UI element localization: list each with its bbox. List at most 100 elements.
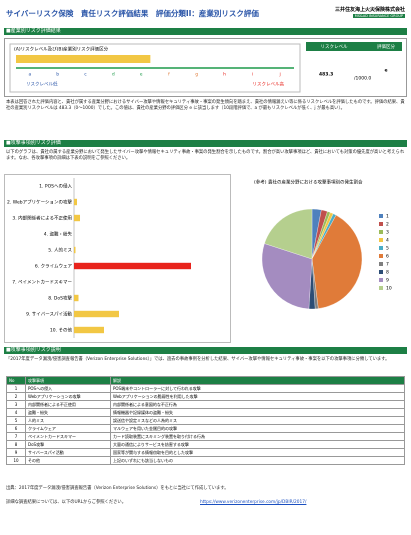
legend-swatch — [379, 286, 383, 290]
high-note: リスクレベル高 — [253, 81, 285, 88]
bar-label: 7. ペイメントカードスキマー — [12, 280, 72, 286]
table-row: 8 DoS攻撃 大量の通信によりサービスを妨害する攻撃 — [6, 440, 405, 449]
scale-letter: i — [252, 72, 253, 78]
table-cell: DoS攻撃 — [25, 440, 111, 449]
score-value: 483.3 — [319, 72, 333, 78]
table-row: 10 その他 上記のいずれにも該当しないもの — [6, 456, 405, 465]
legend-swatch — [379, 270, 383, 274]
bar-label: 8. DoS攻撃 — [48, 295, 72, 302]
table-cell: 情報機器や記録媒体の盗難・紛失 — [110, 408, 405, 417]
label-bg — [306, 42, 402, 51]
table-row: 5 人的ミス 誤送信や設定ミスなどの人為的ミス — [6, 416, 405, 425]
scale-letter: g — [195, 73, 198, 78]
table-cell: カード読取装置にスキミング装置を取り付ける行為 — [110, 432, 405, 441]
table-cell: 7 — [6, 432, 26, 441]
table-cell: 5 — [6, 416, 26, 425]
table-cell: 上記のいずれにも該当しないもの — [110, 456, 405, 465]
legend-label: 2 — [386, 222, 389, 228]
scale-letter: b — [56, 72, 59, 78]
table-cell: 3 — [6, 400, 26, 409]
low-note: リスクレベル低 — [26, 81, 58, 88]
bar-label: 4. 盗難・紛失 — [44, 231, 73, 238]
footer-link[interactable]: https://www.verizonenterprise.com/jp/DBI… — [200, 500, 307, 505]
footer-note: 詳細な調査結果については、以下のURLからご参照ください。 — [6, 500, 127, 505]
level-label: リスクレベル — [321, 44, 348, 50]
scale-letter: a — [29, 73, 32, 78]
table-row: 3 内部関係者による不正使用 内部関係者による意図的な不正行為 — [6, 400, 405, 409]
table-cell: マルウェアを用いた金銭目的の攻撃 — [110, 424, 405, 433]
legend-label: 4 — [386, 238, 389, 244]
charts: 1. POSへの侵入 2. Webアプリケーションの攻撃 3. 内部関係者による不正… — [4, 174, 392, 343]
bar — [74, 214, 80, 222]
table-cell: 6 — [6, 424, 26, 433]
table-header: No — [6, 376, 26, 385]
table: No 攻撃事項 解説 1 POSへの侵入 POS端末やコントローラーに対して行われる攻撃 2… — [6, 376, 405, 465]
bar — [74, 310, 119, 318]
grade: e — [384, 69, 387, 74]
bar — [74, 198, 77, 206]
pie-title: (参考) 貴社の産業分野における攻撃事項別の発生割合 — [254, 179, 363, 186]
explain-text: 「2017年度データ漏洩/侵害調査報告書（Verizon Enterprise … — [6, 357, 390, 362]
legend-swatch — [379, 238, 383, 242]
scale-letter: e — [140, 73, 143, 78]
bar-label: 1. POSへの侵入 — [39, 183, 72, 190]
bar-label: 10. その他 — [50, 327, 73, 334]
table-cell: 誤送信や設定ミスなどの人為的ミス — [110, 416, 405, 425]
legend-swatch — [379, 262, 383, 266]
table-row: 1 POSへの侵入 POS端末やコントローラーに対して行われる攻撃 — [6, 384, 405, 393]
table-cell: 2 — [6, 392, 26, 401]
table-row: 4 盗難・紛失 情報機器や記録媒体の盗難・紛失 — [6, 408, 405, 417]
bar-label: 6. クライムウェア — [35, 263, 73, 270]
table-row: 9 サイバースパイ活動 国家等が関与する情報窃取を目的とした攻撃 — [6, 448, 405, 457]
table-cell: 人的ミス — [25, 416, 111, 425]
scale-title: (A)リスクレベル及び(B)産業別リスク評価区分 — [14, 46, 109, 53]
pie-slice — [311, 214, 363, 309]
table-cell: 国家等が関与する情報窃取を目的とした攻撃 — [110, 448, 405, 457]
table-cell: クライムウェア — [25, 424, 111, 433]
section-header: ■産業別リスク評価結果 — [4, 28, 407, 35]
legend-swatch — [379, 254, 383, 258]
class-label: 評価区分 — [377, 43, 395, 50]
table-cell: POS端末やコントローラーに対して行われる攻撃 — [110, 384, 405, 393]
bar-frame — [4, 174, 231, 343]
table-cell: 大量の通信によりサービスを妨害する攻撃 — [110, 440, 405, 449]
summary-text: 本表は回答された評価内容と、貴社が属する産業分野におけるサイバー攻撃や情報セキュ… — [6, 100, 405, 111]
table-header: 解説 — [110, 376, 405, 385]
table-cell: 内部関係者による不正使用 — [25, 400, 111, 409]
pie-slice — [261, 243, 313, 310]
table-cell: 1 — [6, 384, 26, 393]
table-row: 2 Webアプリケーションの攻撃 Webアプリケーションの脆弱性を利用した攻撃 — [6, 392, 405, 401]
bar — [74, 326, 104, 334]
legend-swatch — [379, 222, 383, 226]
title: サイバーリスク保険 責任リスク評価結果 評価分類II：産業別リスク評価 — [6, 9, 259, 18]
table-cell: その他 — [25, 456, 111, 465]
legend-label: 7 — [386, 262, 389, 268]
table-cell: 4 — [6, 408, 26, 417]
scale-letter: c — [84, 73, 87, 78]
table-cell: 10 — [6, 456, 26, 465]
scale-letter: d — [112, 72, 115, 78]
table-header: 攻撃事項 — [25, 376, 111, 385]
pie-slice — [264, 208, 313, 260]
table-cell: 内部関係者による意図的な不正行為 — [110, 400, 405, 409]
table-cell: 盗難・紛失 — [25, 408, 111, 417]
table-cell: 9 — [6, 448, 26, 457]
table-cell: 8 — [6, 440, 26, 449]
score-panel: (A)リスクレベル及び(B)産業別リスク評価区分 a b c d e f g h i j リスクレベル… — [4, 38, 407, 97]
scale-letter: h — [223, 72, 226, 78]
company: 三井住友海上火災保険株式会社 — [334, 7, 405, 13]
table-header-row: No 攻撃事項 解説 — [6, 376, 405, 385]
legend-label: 6 — [386, 254, 389, 260]
attack-text: 以下のグラフは、貴社の属する産業分野において発生したサイバー攻撃や情報セキュリテ… — [6, 150, 405, 161]
legend-label: 1 — [386, 214, 389, 220]
scale-letter: j — [278, 72, 280, 78]
table-cell: Webアプリケーションの脆弱性を利用した攻撃 — [110, 392, 405, 401]
bar-label: 3. 内部関係者による不正使用 — [12, 215, 72, 222]
score-bar — [16, 55, 151, 63]
panel-border — [4, 38, 407, 97]
bar-label: 5. 人的ミス — [48, 247, 72, 254]
bar — [74, 262, 191, 270]
footer-text: 出典：2017年度データ漏洩/侵害調査報告書（Verizon Enterpris… — [6, 486, 229, 491]
section-header: ■攻撃事項別リスク説明 — [4, 347, 407, 354]
